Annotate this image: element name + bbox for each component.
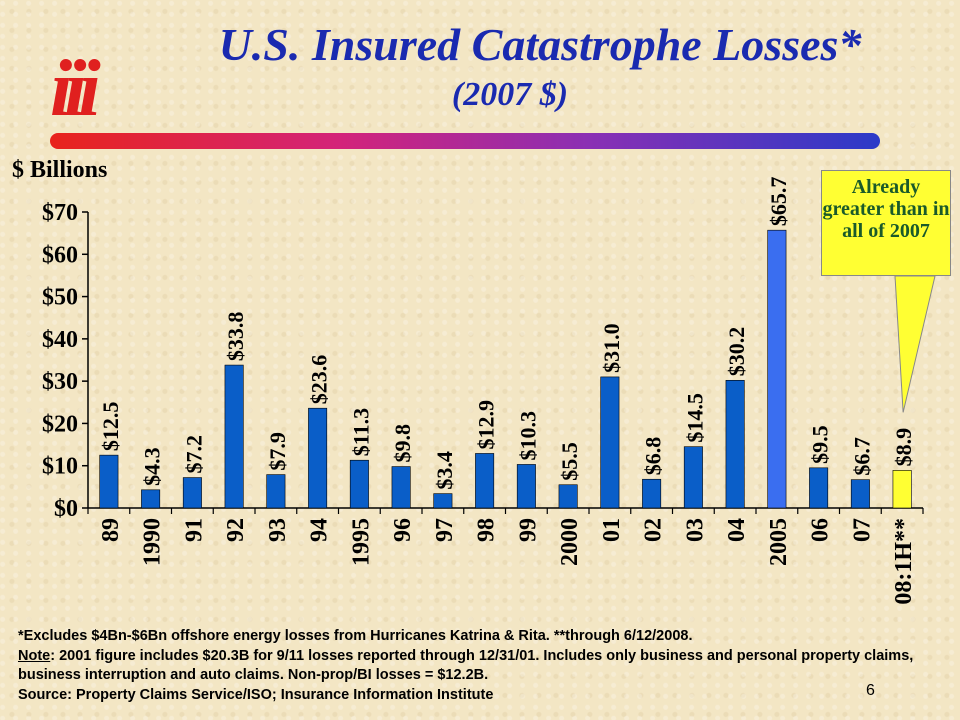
category-label: 89 [98, 518, 124, 542]
bar [391, 466, 411, 509]
category-label: 99 [515, 518, 541, 542]
chart-title: U.S. Insured Catastrophe Losses* [218, 19, 862, 70]
category-label: 04 [724, 518, 750, 542]
data-label: $6.7 [849, 437, 874, 476]
category-label: 92 [223, 518, 249, 542]
y-tick-label: $10 [42, 454, 78, 480]
bar [683, 446, 703, 509]
data-label: $11.3 [348, 408, 373, 456]
data-label: $23.6 [307, 355, 332, 405]
bar [516, 464, 536, 509]
source-line: Source: Property Claims Service/ISO; Ins… [18, 686, 494, 703]
footnote: *Excludes $4Bn-$6Bn offshore energy loss… [18, 627, 953, 705]
bar [600, 376, 620, 509]
category-label: 98 [474, 518, 500, 542]
category-label: 97 [432, 518, 458, 542]
bar [141, 489, 161, 509]
bar [475, 453, 495, 509]
data-label: $30.2 [724, 327, 749, 377]
bar [308, 407, 328, 509]
data-label: $33.8 [223, 312, 248, 362]
chart-subtitle: (2007 $) [451, 76, 569, 113]
bar [725, 379, 745, 509]
bar [558, 484, 578, 509]
page-number: 6 [866, 682, 875, 699]
callout-box: Already greater than in all of 2007 [821, 170, 951, 276]
category-label: 07 [849, 518, 875, 542]
y-tick-label: $50 [42, 285, 78, 311]
bar [809, 467, 829, 509]
footnote-note: Note: 2001 figure includes $20.3B for 9/… [18, 647, 953, 686]
data-label: $12.9 [474, 400, 499, 450]
category-label: 06 [808, 518, 834, 542]
data-label: $31.0 [599, 323, 624, 373]
category-label: 91 [181, 518, 207, 542]
data-label: $7.9 [265, 432, 290, 471]
data-label: $3.4 [432, 451, 457, 490]
category-label: 02 [641, 518, 667, 542]
category-label: 1995 [348, 518, 374, 566]
y-tick-label: $70 [42, 200, 78, 226]
category-label: 93 [265, 518, 291, 542]
data-label: $65.7 [766, 177, 791, 227]
data-label: $5.5 [557, 442, 582, 481]
data-label: $9.8 [390, 424, 415, 463]
y-tick-label: $60 [42, 242, 78, 268]
y-tick-label: $40 [42, 327, 78, 353]
bar [767, 229, 787, 509]
title-divider [50, 133, 880, 149]
callout-pointer [894, 275, 936, 413]
iii-logo: iii [50, 45, 101, 133]
data-label: $8.9 [891, 428, 916, 467]
data-label: $10.3 [515, 411, 540, 461]
y-tick-label: $20 [42, 411, 78, 437]
category-label: 2005 [766, 518, 792, 566]
bar [224, 364, 244, 509]
bar [892, 470, 912, 509]
data-label: $14.5 [682, 393, 707, 443]
y-tick-label: $30 [42, 369, 78, 395]
category-label: 03 [682, 518, 708, 542]
category-label: 2000 [557, 518, 583, 566]
footnote-line-1: *Excludes $4Bn-$6Bn offshore energy loss… [18, 628, 693, 644]
category-label: 01 [599, 518, 625, 542]
bar [433, 493, 453, 509]
data-label: $7.2 [181, 435, 206, 474]
data-label: $12.5 [98, 402, 123, 452]
data-label: $9.5 [808, 425, 833, 464]
bar [266, 474, 286, 509]
y-tick-label: $0 [54, 496, 78, 522]
data-label: $4.3 [140, 447, 165, 486]
y-unit-label: $ Billions [12, 157, 108, 183]
bar [182, 477, 202, 509]
bar [850, 479, 870, 509]
data-label: $6.8 [641, 437, 666, 476]
category-label: 96 [390, 518, 416, 542]
bar [99, 454, 119, 509]
bar [349, 459, 369, 509]
category-label: 08:1H** [891, 518, 917, 605]
note-label: Note [18, 647, 51, 664]
category-label: 1990 [140, 518, 166, 566]
category-label: 94 [307, 518, 333, 542]
bar [642, 478, 662, 509]
note-text: : 2001 figure includes $20.3B for 9/11 l… [18, 647, 914, 684]
